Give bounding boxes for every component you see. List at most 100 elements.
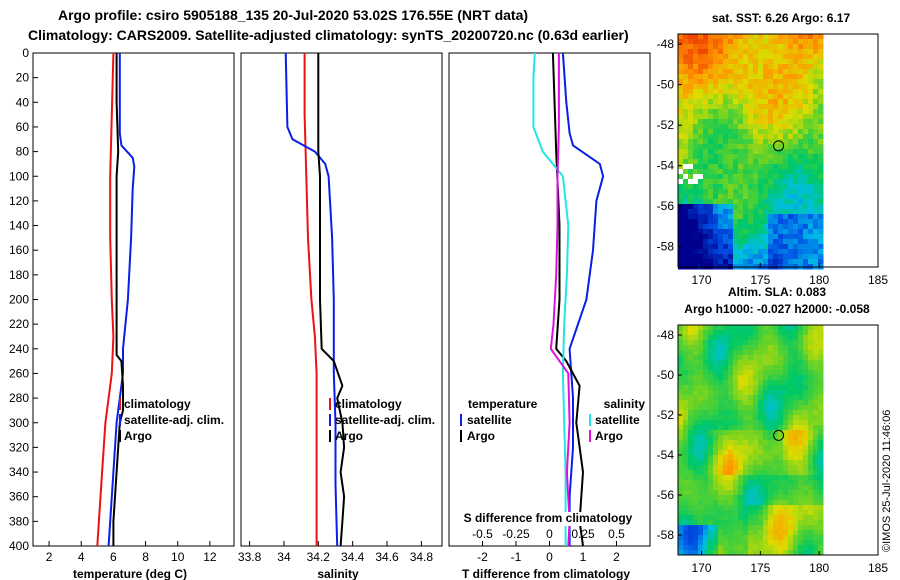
- x-tick-label: 8: [142, 550, 149, 564]
- heatmap-cell: [793, 375, 799, 381]
- heatmap-cell: [693, 254, 699, 260]
- heatmap-cell: [758, 184, 764, 190]
- heatmap-cell: [703, 455, 709, 461]
- heatmap-cell: [763, 405, 769, 411]
- heatmap-cell: [688, 515, 694, 521]
- heatmap-cell: [718, 490, 724, 496]
- heatmap-cell: [703, 370, 709, 376]
- heatmap-cell: [793, 470, 799, 476]
- heatmap-cell: [773, 420, 779, 426]
- heatmap-cell: [748, 345, 754, 351]
- heatmap-cell: [768, 350, 774, 356]
- heatmap-cell: [788, 425, 794, 431]
- heatmap-cell: [778, 99, 784, 105]
- map-x-tick-label: 180: [809, 561, 829, 575]
- heatmap-cell: [788, 104, 794, 110]
- heatmap-cell: [688, 239, 694, 245]
- heatmap-cell: [753, 355, 759, 361]
- heatmap-cell: [758, 169, 764, 175]
- heatmap-cell: [753, 169, 759, 175]
- heatmap-cell: [693, 360, 699, 366]
- heatmap-cell: [683, 79, 689, 85]
- heatmap-cell: [703, 395, 709, 401]
- heatmap-cell: [738, 74, 744, 80]
- heatmap-cell: [818, 159, 824, 165]
- heatmap-cell: [808, 114, 814, 120]
- heatmap-cell: [748, 370, 754, 376]
- heatmap-cell: [803, 515, 809, 521]
- heatmap-cell: [748, 505, 754, 511]
- heatmap-cell: [793, 84, 799, 90]
- heatmap-cell: [688, 179, 694, 185]
- heatmap-cell: [788, 420, 794, 426]
- heatmap-cell: [768, 425, 774, 431]
- heatmap-cell: [748, 124, 754, 130]
- heatmap-cell: [723, 465, 729, 471]
- heatmap-cell: [738, 445, 744, 451]
- heatmap-cell: [778, 450, 784, 456]
- heatmap-cell: [748, 470, 754, 476]
- heatmap-cell: [803, 460, 809, 466]
- heatmap-cell: [718, 54, 724, 60]
- heatmap-cell: [808, 325, 814, 331]
- heatmap-cell: [738, 219, 744, 225]
- heatmap-cell: [773, 550, 779, 556]
- heatmap-cell: [678, 420, 684, 426]
- heatmap-cell: [813, 405, 819, 411]
- heatmap-cell: [763, 219, 769, 225]
- heatmap-cell: [793, 99, 799, 105]
- heatmap-cell: [788, 510, 794, 516]
- x-tick-label: 4: [78, 550, 85, 564]
- heatmap-cell: [808, 134, 814, 140]
- heatmap-cell: [738, 94, 744, 100]
- heatmap-cell: [768, 370, 774, 376]
- heatmap-cell: [743, 39, 749, 45]
- heatmap-cell: [808, 179, 814, 185]
- heatmap-cell: [753, 104, 759, 110]
- temperature-panel: 0204060801001201401601802002202402602803…: [9, 46, 235, 580]
- heatmap-cell: [808, 89, 814, 95]
- heatmap-cell: [818, 370, 824, 376]
- heatmap-cell: [818, 455, 824, 461]
- heatmap-cell: [708, 144, 714, 150]
- heatmap-cell: [773, 169, 779, 175]
- heatmap-cell: [798, 119, 804, 125]
- temperature-x-axis: 2 4 6 8 10 12: [46, 541, 217, 564]
- heatmap-cell: [813, 355, 819, 361]
- heatmap-cell: [783, 164, 789, 170]
- heatmap-cell: [748, 480, 754, 486]
- heatmap-cell: [808, 219, 814, 225]
- heatmap-cell: [728, 244, 734, 250]
- heatmap-cell: [768, 415, 774, 421]
- heatmap-cell: [688, 510, 694, 516]
- heatmap-cell: [778, 179, 784, 185]
- heatmap-cell: [738, 335, 744, 341]
- heatmap-cell: [698, 520, 704, 526]
- heatmap-cell: [758, 535, 764, 541]
- heatmap-cell: [768, 109, 774, 115]
- heatmap-cell: [808, 184, 814, 190]
- heatmap-cell: [808, 360, 814, 366]
- map-x-tick-label: 170: [692, 273, 712, 287]
- heatmap-cell: [818, 129, 824, 135]
- heatmap-cell: [723, 430, 729, 436]
- heatmap-cell: [773, 54, 779, 60]
- heatmap-cell: [723, 505, 729, 511]
- sst-map-frame: [677, 33, 879, 268]
- heatmap-cell: [798, 430, 804, 436]
- heatmap-cell: [678, 510, 684, 516]
- heatmap-cell: [758, 254, 764, 260]
- heatmap-cell: [693, 114, 699, 120]
- heatmap-cell: [748, 360, 754, 366]
- heatmap-cell: [728, 470, 734, 476]
- heatmap-cell: [748, 540, 754, 546]
- heatmap-cell: [728, 490, 734, 496]
- heatmap-cell: [803, 345, 809, 351]
- heatmap-cell: [733, 550, 739, 556]
- heatmap-cell: [748, 545, 754, 551]
- heatmap-cell: [803, 425, 809, 431]
- heatmap-cell: [688, 214, 694, 220]
- heatmap-cell: [693, 69, 699, 75]
- heatmap-cell: [758, 94, 764, 100]
- sla-map-axes: 170 175 180 185-48-50-52-54-56-58: [657, 328, 889, 575]
